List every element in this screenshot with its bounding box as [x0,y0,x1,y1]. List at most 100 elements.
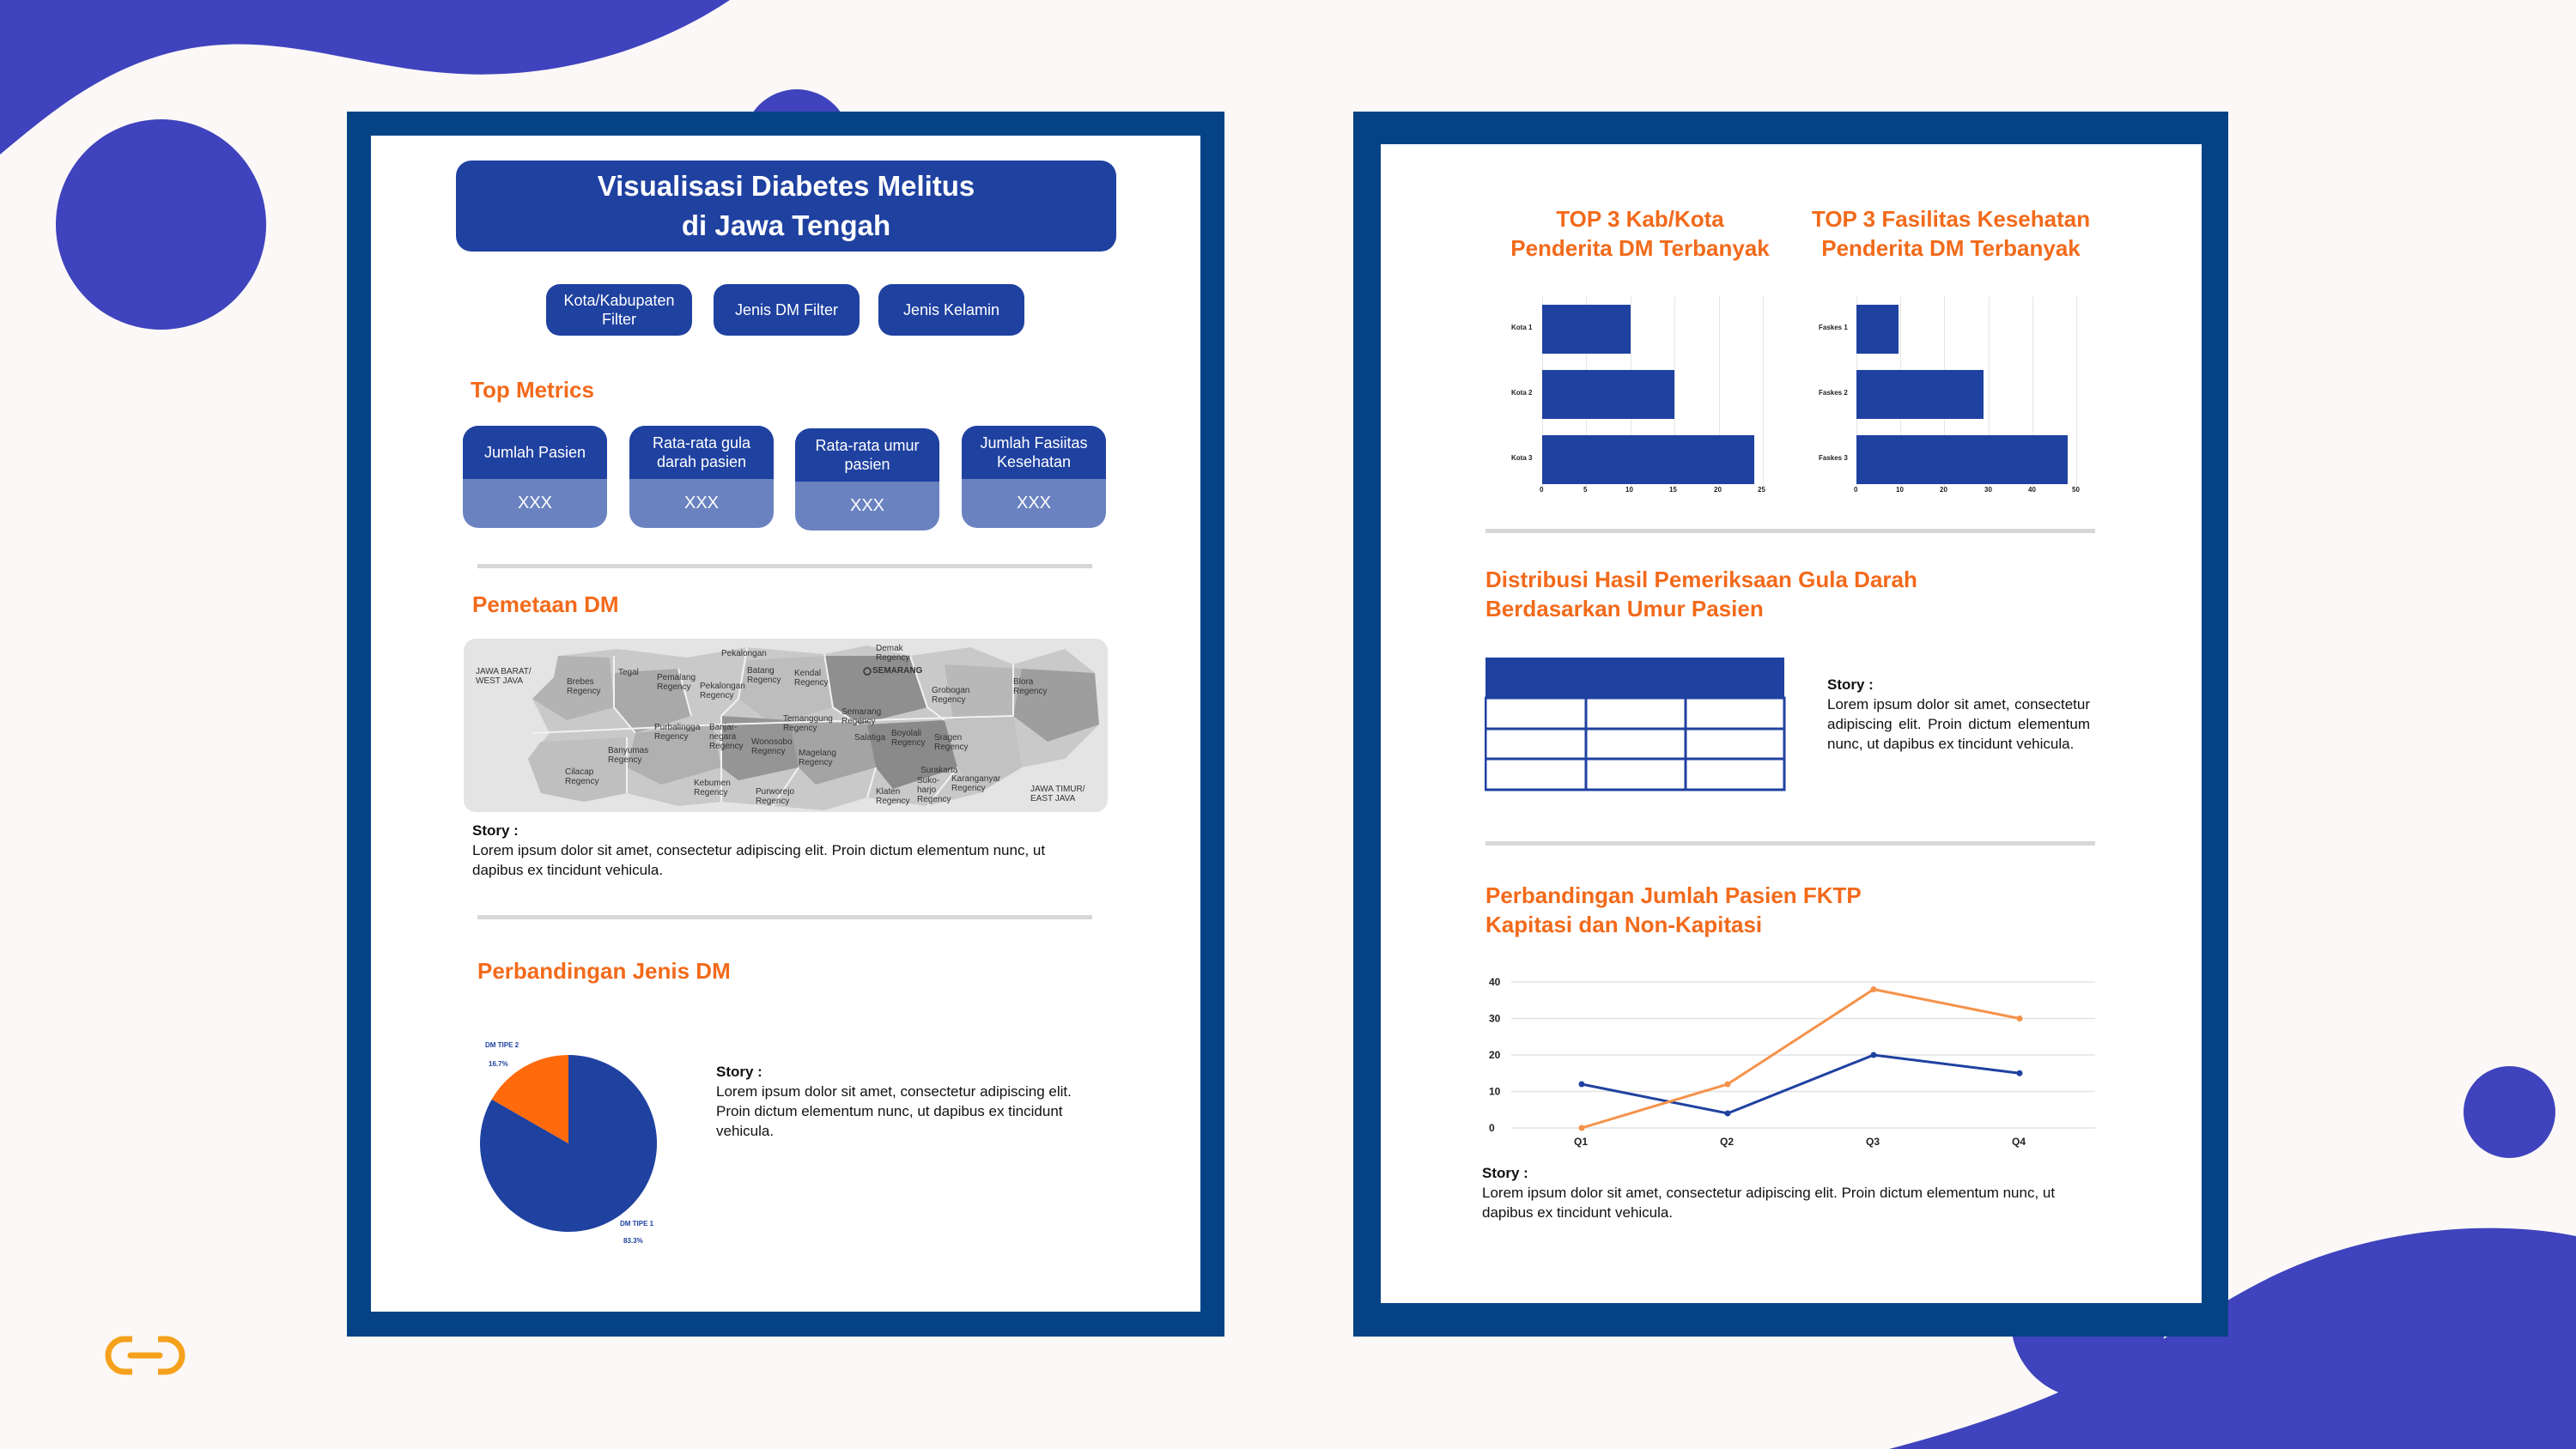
map-label-east-java: JAWA TIMUR/ EAST JAVA [1030,785,1099,803]
map-label-wonosobo: Wonosobo Regency [751,737,793,756]
bar-kota-tick: 5 [1583,486,1587,494]
central-java-map[interactable]: JAWA BARAT/ WEST JAVA JAWA TIMUR/ EAST J… [464,639,1108,812]
bar-faskes-tick: 20 [1940,486,1947,494]
line-chart-ytick: 30 [1489,1013,1501,1025]
metric-card-umur: Rata-rata umur pasien XXX [795,428,939,530]
map-label-pekalongan: Pekalongan Regency [700,682,744,700]
map-label-batang: Batang Regency [747,666,781,685]
table-title: Distribusi Hasil Pemeriksaan Gula Darah … [1485,565,1917,623]
pie-value-dm-tipe-2: 16.7% [489,1060,508,1068]
table-header [1485,658,1784,698]
bar-kota-2 [1542,370,1674,419]
map-label-pekalongan-city: Pekalongan [721,649,767,658]
filter-jenis-dm[interactable]: Jenis DM Filter [714,284,860,336]
map-story: Story : Lorem ipsum dolor sit amet, cons… [472,821,1099,880]
map-label-semarang: SEMARANG [872,666,922,676]
divider [1485,529,2095,533]
map-label-semarang-regency: Semarang Regency [841,707,881,726]
map-label-kendal: Kendal Regency [794,669,829,688]
line-point [1579,1082,1585,1088]
pie-value-dm-tipe-1: 83.3% [623,1237,643,1245]
line-point [1579,1125,1585,1131]
line-chart-xtick: Q4 [2012,1136,2026,1148]
bar-kota-1 [1542,305,1631,354]
bar-faskes-label-2: Faskes 2 [1819,389,1848,397]
line-point [1725,1082,1731,1088]
bar-chart-faskes: Faskes 1 Faskes 2 Faskes 3 0 10 20 30 40… [1819,296,2093,502]
bar-faskes-2 [1856,370,1984,419]
divider [1485,841,2095,846]
line-chart-ytick: 10 [1489,1086,1501,1098]
link-icon[interactable] [105,1336,185,1375]
metric-card-fasilitas: Jumlah Fasiitas Kesehatan XXX [962,426,1106,528]
top-kota-title: TOP 3 Kab/Kota Penderita DM Terbanyak [1477,204,1803,263]
page-title: Visualisasi Diabetes Melitus di Jawa Ten… [456,161,1116,252]
map-label-klaten: Klaten Regency [876,787,910,806]
map-label-west-java: JAWA BARAT/ WEST JAVA [476,667,544,686]
map-label-purworejo: Purworejo Regency [756,787,797,806]
bar-faskes-tick: 10 [1896,486,1904,494]
map-label-demak: Demak Regency [876,644,910,663]
map-label-boyolali: Boyolali Regency [891,729,926,748]
map-label-purbalingga: Purbalingga Regency [654,723,699,742]
map-label-salatiga: Salatiga [854,733,885,743]
line-chart-xtick: Q1 [1574,1136,1588,1148]
line-chart-fktp: 0 10 20 30 40 Q1 Q2 Q3 Q4 [1477,970,2104,1150]
map-label-temanggung: Temanggung Regency [783,714,833,733]
map-label-sragen: Sragen Regency [934,733,969,752]
line-chart-xtick: Q3 [1866,1136,1880,1148]
map-label-tegal: Tegal [618,668,639,677]
blood-sugar-table [1485,657,1787,794]
line-series-kapitasi [1582,1055,2020,1113]
map-label-blora: Blora Regency [1013,677,1048,696]
map-title: Pemetaan DM [472,590,619,619]
bar-faskes-tick: 40 [2028,486,2036,494]
line-point [1871,1052,1877,1058]
filter-jenis-kelamin[interactable]: Jenis Kelamin [878,284,1024,336]
pie-chart: DM TIPE 2 16.7% DM TIPE 1 83.3% [464,1030,687,1262]
line-point [1871,986,1877,992]
bar-faskes-tick: 50 [2072,486,2080,494]
top-metrics-title: Top Metrics [471,375,594,404]
pie-title: Perbandingan Jenis DM [477,956,731,985]
metric-card-jumlah-pasien: Jumlah Pasien XXX [463,426,607,528]
pie-label-dm-tipe-2: DM TIPE 2 [485,1041,519,1049]
bar-kota-3 [1542,435,1754,484]
map-label-pemalang: Pemalang Regency [657,673,695,692]
map-label-brebes: Brebes Regency [567,677,601,696]
map-label-kebumen: Kebumen Regency [694,779,732,797]
table-story: Story : Lorem ipsum dolor sit amet, cons… [1827,675,2090,754]
filter-kota-kabupaten[interactable]: Kota/Kabupaten Filter [546,284,692,336]
line-chart-xtick: Q2 [1720,1136,1734,1148]
bar-kota-tick: 20 [1714,486,1722,494]
line-chart-title: Perbandingan Jumlah Pasien FKTP Kapitasi… [1485,881,1862,939]
bar-chart-kota: Kota 1 Kota 2 Kota 3 0 5 10 15 20 25 [1511,296,1769,502]
line-chart-ytick: 0 [1489,1122,1495,1134]
bar-kota-tick: 10 [1625,486,1633,494]
map-label-magelang: Magelang Regency [799,749,840,767]
map-label-cilacap: Cilacap Regency [565,767,599,786]
line-chart-ytick: 20 [1489,1049,1501,1061]
pie-label-dm-tipe-1: DM TIPE 1 [620,1220,654,1228]
bar-kota-grid [1763,296,1764,487]
divider [477,564,1092,568]
bar-faskes-1 [1856,305,1899,354]
bar-faskes-tick: 0 [1854,486,1857,494]
map-label-banjarnegara: Banjar-negara Regency [709,723,745,751]
bar-kota-label-2: Kota 2 [1511,389,1532,397]
line-point [2017,1070,2023,1076]
bar-kota-label-3: Kota 3 [1511,454,1532,462]
table-body [1485,698,1784,790]
bar-faskes-tick: 30 [1984,486,1992,494]
line-point [2017,1016,2023,1022]
map-label-sukoharjo: Suko-harjo Regency [917,776,951,804]
bar-kota-label-1: Kota 1 [1511,324,1532,331]
bar-kota-tick: 15 [1669,486,1677,494]
line-series-non-kapitasi [1582,990,2020,1129]
bar-kota-tick: 0 [1540,486,1543,494]
decor-circle-large [56,119,266,330]
decor-circle-right [2464,1066,2555,1158]
map-label-grobogan: Grobogan Regency [932,686,1000,705]
line-chart-ytick: 40 [1489,976,1501,988]
pie-story: Story : Lorem ipsum dolor sit amet, cons… [716,1062,1103,1141]
